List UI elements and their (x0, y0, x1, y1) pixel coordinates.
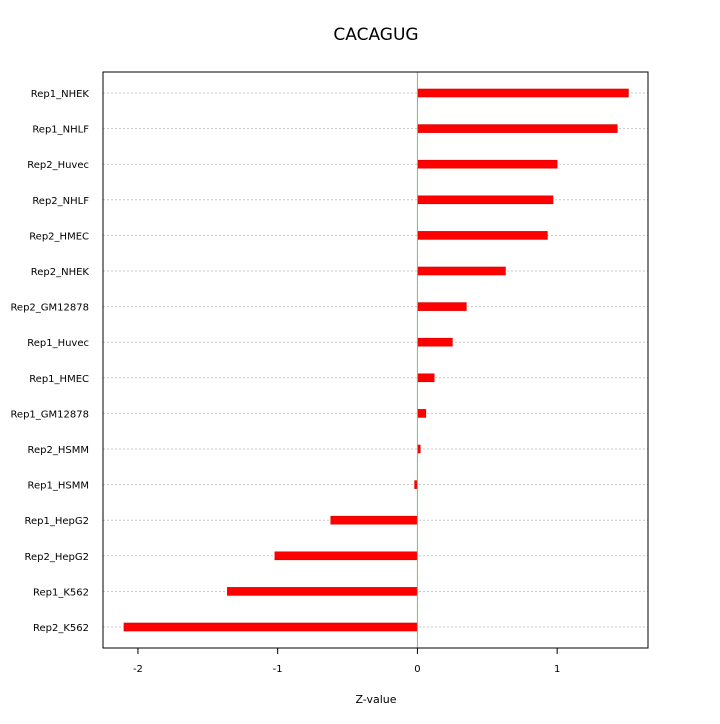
bar-rep1_hepg2 (330, 515, 418, 525)
y-tick-label: Rep1_GM12878 (10, 409, 89, 420)
bar-rep2_hepg2 (274, 551, 418, 561)
bar-rep2_k562 (123, 622, 418, 632)
y-tick-label: Rep2_NHLF (32, 196, 89, 207)
bar-rep1_k562 (227, 587, 418, 596)
bar-rep1_hmec (417, 373, 435, 383)
bar-rep1_gm12878 (417, 409, 427, 418)
x-tick-label: 0 (414, 664, 420, 675)
bar-rep2_gm12878 (417, 302, 467, 311)
y-tick-label: Rep2_Huvec (27, 160, 89, 171)
y-tick-label: Rep1_HMEC (29, 374, 89, 385)
x-tick-label: -1 (273, 664, 283, 675)
y-tick-label: Rep2_HepG2 (25, 552, 90, 563)
chart-title: CACAGUG (333, 25, 418, 45)
y-tick-label: Rep1_HepG2 (25, 516, 90, 527)
plot-frame (102, 71, 649, 649)
bar-rep1_nhlf (417, 124, 618, 133)
bar-rep2_nhlf (417, 195, 554, 205)
bar-rep2_hmec (417, 231, 548, 240)
y-tick-label: Rep1_NHEK (31, 89, 90, 100)
bar-rep2_huvec (417, 159, 558, 169)
grid-layer (103, 92, 648, 628)
y-tick-label: Rep2_NHEK (31, 267, 90, 278)
x-axis-label: Z-value (355, 693, 396, 706)
x-axis: -2 -1 0 1 (133, 648, 560, 675)
y-tick-label: Rep1_NHLF (32, 125, 89, 136)
y-tick-label: Rep1_K562 (33, 587, 89, 598)
y-tick-label: Rep2_GM12878 (10, 303, 89, 314)
x-tick-label: -2 (133, 664, 143, 675)
bar-rep1_huvec (417, 337, 453, 347)
y-tick-label: Rep2_K562 (33, 623, 89, 634)
y-tick-label: Rep2_HMEC (29, 231, 89, 242)
y-axis-labels: Rep1_NHEK Rep1_NHLF Rep2_Huvec Rep2_NHLF Rep… (10, 89, 89, 634)
bar-rep1_nhek (417, 88, 629, 98)
bar-layer (123, 88, 629, 632)
bar-rep2_nhek (417, 266, 506, 276)
y-tick-label: Rep1_HSMM (28, 481, 89, 492)
y-tick-label: Rep1_Huvec (27, 338, 89, 349)
y-tick-label: Rep2_HSMM (28, 445, 89, 456)
x-tick-label: 1 (554, 664, 560, 675)
